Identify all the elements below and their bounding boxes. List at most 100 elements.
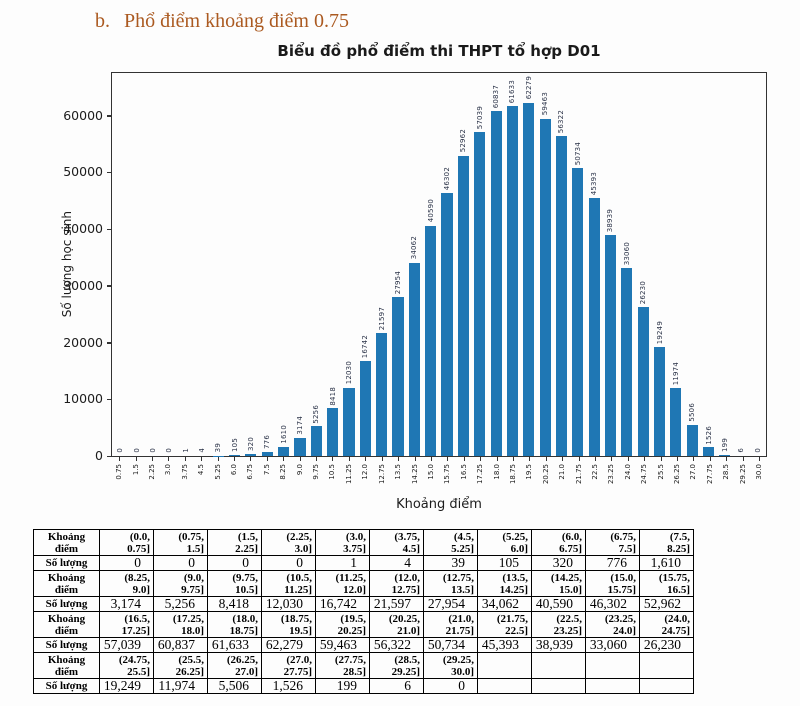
bar-slot: 0	[112, 73, 128, 456]
x-tick-mark	[332, 457, 334, 461]
bar-slot: 320	[243, 73, 259, 456]
bar-value-label: 60837	[492, 84, 501, 108]
count-cell: 57,039	[99, 637, 154, 653]
x-tick-mark	[480, 457, 482, 461]
y-tick-mark	[107, 171, 112, 174]
range-cell: (15.75, 16.5]	[639, 570, 694, 597]
x-tick-label: 1.5	[131, 464, 140, 476]
x-tick-mark	[611, 457, 613, 461]
bar-value-label: 0	[753, 448, 762, 453]
bar-value-label: 11974	[671, 361, 680, 386]
bar-value-label: 56322	[557, 110, 566, 134]
range-cell: (1.5, 2.25]	[207, 529, 262, 556]
count-cell: 1,610	[639, 555, 694, 571]
y-tick-label: 60000	[63, 107, 103, 123]
range-cell	[585, 652, 640, 679]
range-cell: (17.25, 18.0]	[153, 611, 208, 638]
bar-value-label: 0	[116, 448, 125, 453]
count-cell: 320	[531, 555, 586, 571]
range-cell: (7.5, 8.25]	[639, 529, 694, 556]
count-cell: 26,230	[639, 637, 694, 653]
count-cell: 56,322	[369, 637, 424, 653]
bar-slot: 46302	[439, 73, 455, 456]
range-cell: (19.5, 20.25]	[315, 611, 370, 638]
range-cell: (22.5, 23.25]	[531, 611, 586, 638]
x-tick-label: 26.25	[673, 464, 682, 485]
x-tick: 24.0	[620, 457, 636, 495]
bar-value-label: 33060	[622, 242, 631, 266]
x-tick-mark	[398, 457, 400, 461]
bar	[359, 361, 371, 456]
bar	[343, 387, 355, 456]
heading-text: Phổ điểm khoảng điểm 0.75	[124, 10, 349, 32]
bar-slot: 1610	[275, 73, 291, 456]
bar	[702, 447, 715, 456]
x-tick-mark	[381, 457, 383, 461]
table-row-counts: Số lượng 0 0 0 0 1 4 39 105 320 776 1,610	[33, 555, 694, 571]
x-tick-label: 22.5	[590, 464, 599, 480]
count-cell: 0	[423, 678, 478, 694]
table-row-counts: Số lượng 3,174 5,256 8,418 12,030 16,742 21,59…	[33, 596, 694, 612]
x-tick-label: 13.5	[394, 464, 403, 480]
x-tick-label: 29.25	[738, 464, 747, 485]
range-cell	[639, 652, 694, 679]
bar-value-label: 8418	[328, 386, 337, 406]
x-tick-mark	[348, 457, 350, 461]
score-table: Khoảng điểm (0.0, 0.75] (0.75, 1.5] (1.5, 2.25]…	[33, 529, 694, 694]
y-tick-label: 40000	[63, 221, 103, 237]
x-tick-label: 30.0	[755, 464, 764, 480]
x-tick-mark	[414, 457, 416, 461]
bar	[621, 268, 633, 456]
range-cell: (16.5, 17.25]	[99, 611, 154, 638]
x-tick-mark	[496, 457, 498, 461]
x-tick-label: 8.25	[279, 464, 288, 480]
x-tick-label: 27.0	[689, 464, 698, 480]
range-cell: (23.25, 24.0]	[585, 611, 640, 638]
bar-value-label: 62279	[524, 76, 533, 100]
range-cell: (29.25, 30.0]	[423, 652, 478, 679]
bar-slot: 21597	[374, 73, 390, 456]
bar-value-label: 12030	[344, 361, 353, 385]
x-tick: 2.25	[144, 457, 160, 495]
bar-value-label: 50734	[573, 141, 582, 166]
count-cell	[477, 678, 532, 694]
x-tick: 22.5	[587, 457, 603, 495]
x-tick-mark	[726, 457, 728, 461]
x-tick: 28.5	[718, 457, 734, 495]
range-cell: (21.0, 21.75]	[423, 611, 478, 638]
x-tick-label: 21.75	[574, 464, 583, 485]
bar-slot: 0	[145, 73, 161, 456]
x-tick-mark	[152, 457, 154, 461]
count-cell: 34,062	[477, 596, 532, 612]
bar-slot: 27954	[390, 73, 406, 456]
row-header-range: Khoảng điểm	[33, 570, 100, 597]
range-cell: (0.0, 0.75]	[99, 529, 154, 556]
count-cell: 12,030	[261, 596, 316, 612]
x-tick-mark	[430, 457, 432, 461]
range-cell: (4.5, 5.25]	[423, 529, 478, 556]
range-cell: (11.25, 12.0]	[315, 570, 370, 597]
bar-value-label: 6	[737, 448, 746, 453]
bar-value-label: 0	[148, 448, 157, 453]
x-tick-label: 18.0	[492, 464, 501, 480]
count-cell: 61,633	[207, 637, 262, 653]
range-cell: (3.0, 3.75]	[315, 529, 370, 556]
x-tick: 23.25	[603, 457, 619, 495]
range-cell: (2.25, 3.0]	[261, 529, 316, 556]
plot-area: 0 10000 20000 30000 40000 50000 60000 0 0 0 0 1 4 39 1…	[63, 72, 767, 463]
count-cell: 776	[585, 555, 640, 571]
bar-slot: 52962	[455, 73, 471, 456]
bar-value-label: 3174	[295, 416, 304, 435]
bar-slot: 0	[128, 73, 144, 456]
x-tick: 21.0	[554, 457, 570, 495]
x-tick-mark	[266, 457, 268, 461]
x-tick: 27.0	[685, 457, 701, 495]
y-tick-mark	[107, 342, 112, 344]
table-row-ranges: Khoảng điểm (0.0, 0.75] (0.75, 1.5] (1.5, 2.25]…	[33, 529, 694, 556]
count-cell: 19,249	[99, 678, 154, 694]
x-tick-mark	[447, 457, 449, 461]
table-row-counts: Số lượng 57,039 60,837 61,633 62,279 59,463 56…	[33, 637, 694, 653]
bar	[229, 455, 241, 456]
bar-slot: 105	[226, 73, 242, 456]
count-cell: 16,742	[315, 596, 370, 612]
